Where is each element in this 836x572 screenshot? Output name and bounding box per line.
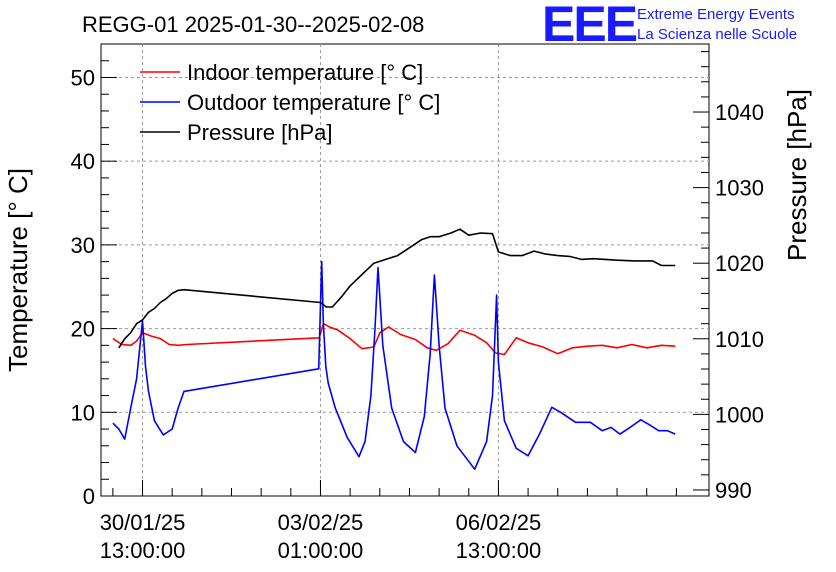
- y2-tick-label: 1030: [715, 176, 764, 201]
- axis-ticks: 010203040509901000101010201030104030/01/…: [71, 43, 764, 563]
- series-layer: [112, 228, 676, 471]
- y2-tick-label: 1010: [715, 327, 764, 352]
- logo-line-2: La Scienza nelle Scuole: [637, 26, 797, 43]
- y2-axis-label: Pressure [hPa]: [782, 89, 812, 261]
- y-tick-label: 10: [71, 400, 95, 425]
- grid: [101, 44, 709, 496]
- series-line-2: [112, 260, 676, 471]
- x-tick-label-time: 13:00:00: [100, 538, 186, 563]
- x-tick-label-date: 30/01/25: [100, 510, 186, 535]
- y2-tick-label: 1040: [715, 100, 764, 125]
- legend-label-1: Indoor temperature [° C]: [187, 60, 423, 85]
- legend-label-3: Pressure [hPa]: [187, 120, 333, 145]
- x-tick-label-date: 03/02/25: [278, 510, 364, 535]
- y2-tick-label: 990: [715, 478, 752, 503]
- eee-logo-letters: EEE: [542, 0, 637, 52]
- logo-line-1: Extreme Energy Events: [637, 6, 795, 23]
- y2-tick-label: 1000: [715, 402, 764, 427]
- plot-frame: [100, 43, 710, 497]
- y-tick-label: 40: [71, 149, 95, 174]
- x-tick-label-date: 06/02/25: [456, 510, 542, 535]
- y-tick-label: 20: [71, 317, 95, 342]
- legend: Indoor temperature [° C] Outdoor temperat…: [140, 60, 440, 145]
- y-axis-label: Temperature [° C]: [3, 168, 33, 372]
- chart-title: REGG-01 2025-01-30--2025-02-08: [82, 12, 424, 37]
- y-tick-label: 30: [71, 233, 95, 258]
- y2-tick-label: 1020: [715, 251, 764, 276]
- legend-label-2: Outdoor temperature [° C]: [187, 90, 440, 115]
- x-tick-label-time: 01:00:00: [278, 538, 364, 563]
- series-line-1: [112, 322, 676, 356]
- y-tick-label: 0: [83, 484, 95, 509]
- series-line-3: [118, 228, 676, 349]
- x-tick-label-time: 13:00:00: [456, 538, 542, 563]
- y-tick-label: 50: [71, 65, 95, 90]
